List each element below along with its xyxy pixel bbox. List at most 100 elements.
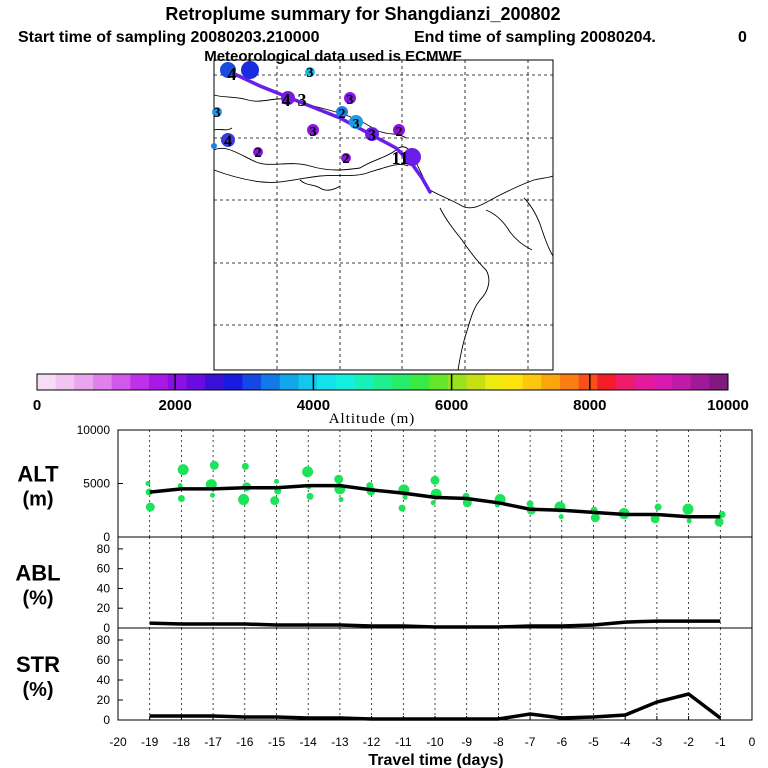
colorbar-cell xyxy=(578,374,598,390)
map-panel: 4 3 4 3 3 2 3 3 2 3 2 1 4 3 xyxy=(211,59,554,371)
map-frame xyxy=(213,59,554,371)
colorbar-cell xyxy=(522,374,542,390)
cluster-label: 3 xyxy=(368,127,376,144)
colorbar-cell xyxy=(186,374,206,390)
panel-alt: 10000 5000 0 ALT(m) xyxy=(17,423,753,544)
panel-ylabel-line1: ALT xyxy=(17,462,59,487)
map-coastlines xyxy=(213,94,554,371)
x-tick-label: -3 xyxy=(652,735,663,749)
colorbar-tick-label: 2000 xyxy=(159,397,192,414)
colorbar-cell xyxy=(74,374,94,390)
cluster-marker xyxy=(341,153,351,163)
x-tick-label: -11 xyxy=(395,735,412,749)
x-axis-tick-labels: -20 -19 -18 -17 -16 -15 -14 -13 -12 -11 -10 -9 -8 -7-… xyxy=(109,716,756,749)
colorbar-cell xyxy=(354,374,374,390)
alt-scatter-point xyxy=(145,502,155,512)
time-series-panels: 1000050000ALT(m)806040200ABL(%)806040200… xyxy=(15,423,753,727)
colorbar-cell xyxy=(485,374,505,390)
cluster-label: 1 xyxy=(392,148,401,168)
colorbar-cell xyxy=(93,374,113,390)
panel-abl: 80 60 40 20 0 ABL(%) xyxy=(15,536,753,635)
cluster-marker xyxy=(344,92,356,104)
end-time-label: End time of sampling 20080204. xyxy=(414,29,656,46)
panel-ylabel-line1: ABL xyxy=(15,561,60,586)
colorbar-frame xyxy=(36,373,729,391)
cluster-label: 2 xyxy=(339,107,346,122)
alt-scatter-point xyxy=(398,504,406,512)
coastline xyxy=(299,179,341,191)
panel-str: 80 60 40 20 0 STR(%) xyxy=(16,627,753,727)
map-grid xyxy=(214,60,553,370)
alt-scatter-point xyxy=(177,494,185,502)
alt-scatter-point xyxy=(430,475,440,485)
start-time-label: Start time of sampling 20080203.210000 xyxy=(18,29,320,46)
colorbar-cell xyxy=(223,374,243,390)
colorbar-tick-label: 4000 xyxy=(297,397,330,414)
colorbar-cell xyxy=(653,374,673,390)
alt-scatter-point xyxy=(402,494,408,500)
met-data-label: Meteorological data used is ECMWF xyxy=(204,48,462,65)
str-line xyxy=(149,692,722,721)
cluster-marker xyxy=(305,67,315,77)
alt-scatter-point xyxy=(274,478,279,484)
x-tick-label: -18 xyxy=(173,735,191,749)
coastline xyxy=(213,163,409,183)
y-tick-label: 80 xyxy=(97,633,111,647)
y-tick-label: 40 xyxy=(97,673,111,687)
colorbar-cell xyxy=(709,374,729,390)
colorbar-cell xyxy=(615,374,636,390)
map-cluster-markers: 4 3 4 3 3 2 3 3 2 3 2 1 4 3 xyxy=(211,61,421,168)
end-time-suffix: 0 xyxy=(738,29,747,46)
cluster-label: 3 xyxy=(310,125,317,140)
alt-scatter-points xyxy=(145,460,726,527)
y-tick-label: 10000 xyxy=(77,423,111,437)
colorbar-cell xyxy=(205,374,225,390)
cluster-label: 1 xyxy=(400,148,409,168)
alt-scatter-point xyxy=(241,462,249,470)
x-tick-label: -1 xyxy=(715,735,726,749)
coastline xyxy=(213,127,233,131)
x-tick-label: -4 xyxy=(620,735,631,749)
cluster-marker xyxy=(220,62,236,78)
y-tick-label: 5000 xyxy=(83,477,110,491)
alt-scatter-point xyxy=(558,514,564,520)
panel-ylabel-line2: (%) xyxy=(22,679,53,701)
x-tick-label: -12 xyxy=(363,735,381,749)
colorbar-cell xyxy=(391,374,412,390)
colorbar-tick-label: 10000 xyxy=(707,397,749,414)
figure-title: Retroplume summary for Shangdianzi_20080… xyxy=(165,4,560,24)
cluster-marker xyxy=(253,147,263,157)
colorbar-cell xyxy=(447,374,468,390)
x-tick-label: -8 xyxy=(493,735,504,749)
colorbar-cell xyxy=(410,374,430,390)
alt-scatter-point xyxy=(238,494,250,506)
cluster-marker xyxy=(281,91,295,105)
x-tick-label: -6 xyxy=(556,735,567,749)
alt-scatter-point xyxy=(209,460,219,470)
alt-scatter-point xyxy=(430,500,436,506)
alt-scatter-point xyxy=(526,500,534,508)
cluster-label: 2 xyxy=(343,152,350,167)
cluster-label: 3 xyxy=(347,93,354,108)
alt-scatter-point xyxy=(718,511,726,519)
cluster-marker xyxy=(349,115,363,129)
alt-scatter-point xyxy=(177,464,189,476)
y-tick-label: 80 xyxy=(97,542,111,556)
cluster-marker xyxy=(307,124,319,136)
colorbar-cell xyxy=(130,374,150,390)
x-tick-label: -19 xyxy=(141,735,159,749)
colorbar-cell xyxy=(559,374,580,390)
cluster-label: 3 xyxy=(307,66,314,81)
alt-scatter-point xyxy=(338,497,344,503)
x-axis-title: Travel time (days) xyxy=(368,752,503,768)
alt-scatter-point xyxy=(334,474,344,484)
x-tick-label: 0 xyxy=(749,735,756,749)
colorbar-cell xyxy=(37,374,57,390)
cluster-marker xyxy=(241,61,259,79)
cluster-label: 2 xyxy=(255,146,262,161)
colorbar-cell xyxy=(466,374,486,390)
colorbar-cell xyxy=(149,374,169,390)
cluster-marker xyxy=(212,107,222,117)
colorbar-cell xyxy=(298,374,318,390)
colorbar-cell xyxy=(261,374,281,390)
